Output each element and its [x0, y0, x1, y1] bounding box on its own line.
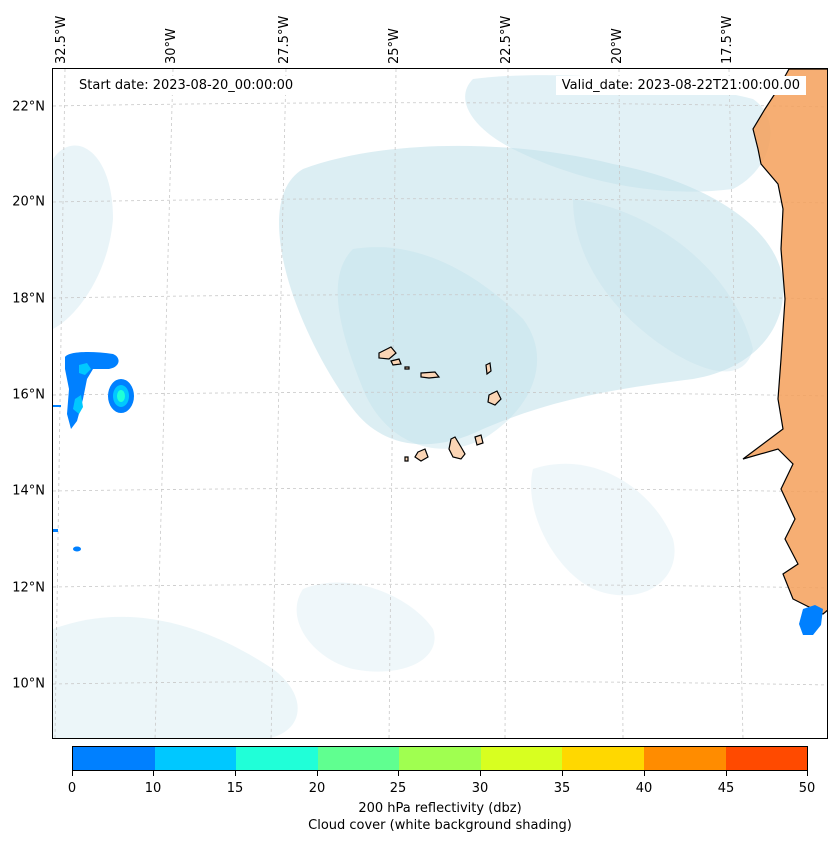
- latitude-label: 20°N: [12, 194, 45, 210]
- latitude-label: 22°N: [12, 99, 45, 115]
- colorbar-tick: [480, 771, 481, 776]
- colorbar-tick: [562, 771, 563, 776]
- colorbar-segment: [399, 747, 481, 770]
- map-panel: [52, 68, 828, 739]
- colorbar-tick: [153, 771, 154, 776]
- latitude-label: 10°N: [12, 676, 45, 692]
- colorbar-tick-label: 30: [471, 781, 489, 796]
- longitude-label: 32.5°W: [54, 15, 69, 64]
- colorbar: [72, 746, 808, 771]
- colorbar-segment: [154, 747, 237, 770]
- colorbar-title: 200 hPa reflectivity (dbz): [358, 801, 522, 816]
- colorbar-tick-label: 45: [717, 781, 735, 796]
- colorbar-segment: [480, 747, 563, 770]
- colorbar-segment: [643, 747, 726, 770]
- latitude-label: 12°N: [12, 580, 45, 596]
- colorbar-tick-label: 10: [144, 781, 162, 796]
- longitude-label: 27.5°W: [277, 15, 292, 64]
- longitude-label: 20°W: [610, 28, 625, 64]
- colorbar-tick: [317, 771, 318, 776]
- cape-verde-islands: [378, 346, 502, 462]
- colorbar-segment: [725, 747, 808, 770]
- colorbar-tick-label: 40: [635, 781, 653, 796]
- colorbar-tick-label: 35: [553, 781, 571, 796]
- start-date-label: Start date: 2023-08-20_00:00:00: [73, 76, 300, 95]
- latitude-label: 18°N: [12, 291, 45, 307]
- longitude-label: 22.5°W: [499, 15, 514, 64]
- colorbar-tick-label: 25: [389, 781, 407, 796]
- longitude-label: 25°W: [387, 28, 402, 64]
- colorbar-tick: [807, 771, 808, 776]
- colorbar-segment: [73, 747, 155, 770]
- colorbar-subtitle: Cloud cover (white background shading): [308, 818, 572, 833]
- colorbar-tick: [72, 771, 73, 776]
- colorbar-tick-label: 0: [67, 781, 77, 796]
- longitude-label: 17.5°W: [720, 15, 735, 64]
- latitude-label: 14°N: [12, 483, 45, 499]
- gridlines: [53, 69, 827, 738]
- mainland-africa: [742, 69, 827, 615]
- cloud-cover-shading: [53, 75, 784, 738]
- colorbar-segment: [562, 747, 644, 770]
- colorbar-tick-label: 20: [308, 781, 326, 796]
- latitude-label: 16°N: [12, 387, 45, 403]
- colorbar-tick: [726, 771, 727, 776]
- colorbar-tick-label: 15: [226, 781, 244, 796]
- colorbar-segment: [317, 747, 400, 770]
- colorbar-segment: [236, 747, 318, 770]
- map-canvas: [53, 69, 827, 738]
- colorbar-tick-label: 50: [798, 781, 816, 796]
- colorbar-tick: [644, 771, 645, 776]
- colorbar-tick: [398, 771, 399, 776]
- reflectivity-cells: [53, 352, 823, 635]
- valid-date-label: Valid_date: 2023-08-22T21:00:00.00: [555, 76, 806, 95]
- colorbar-tick: [235, 771, 236, 776]
- longitude-label: 30°W: [164, 28, 179, 64]
